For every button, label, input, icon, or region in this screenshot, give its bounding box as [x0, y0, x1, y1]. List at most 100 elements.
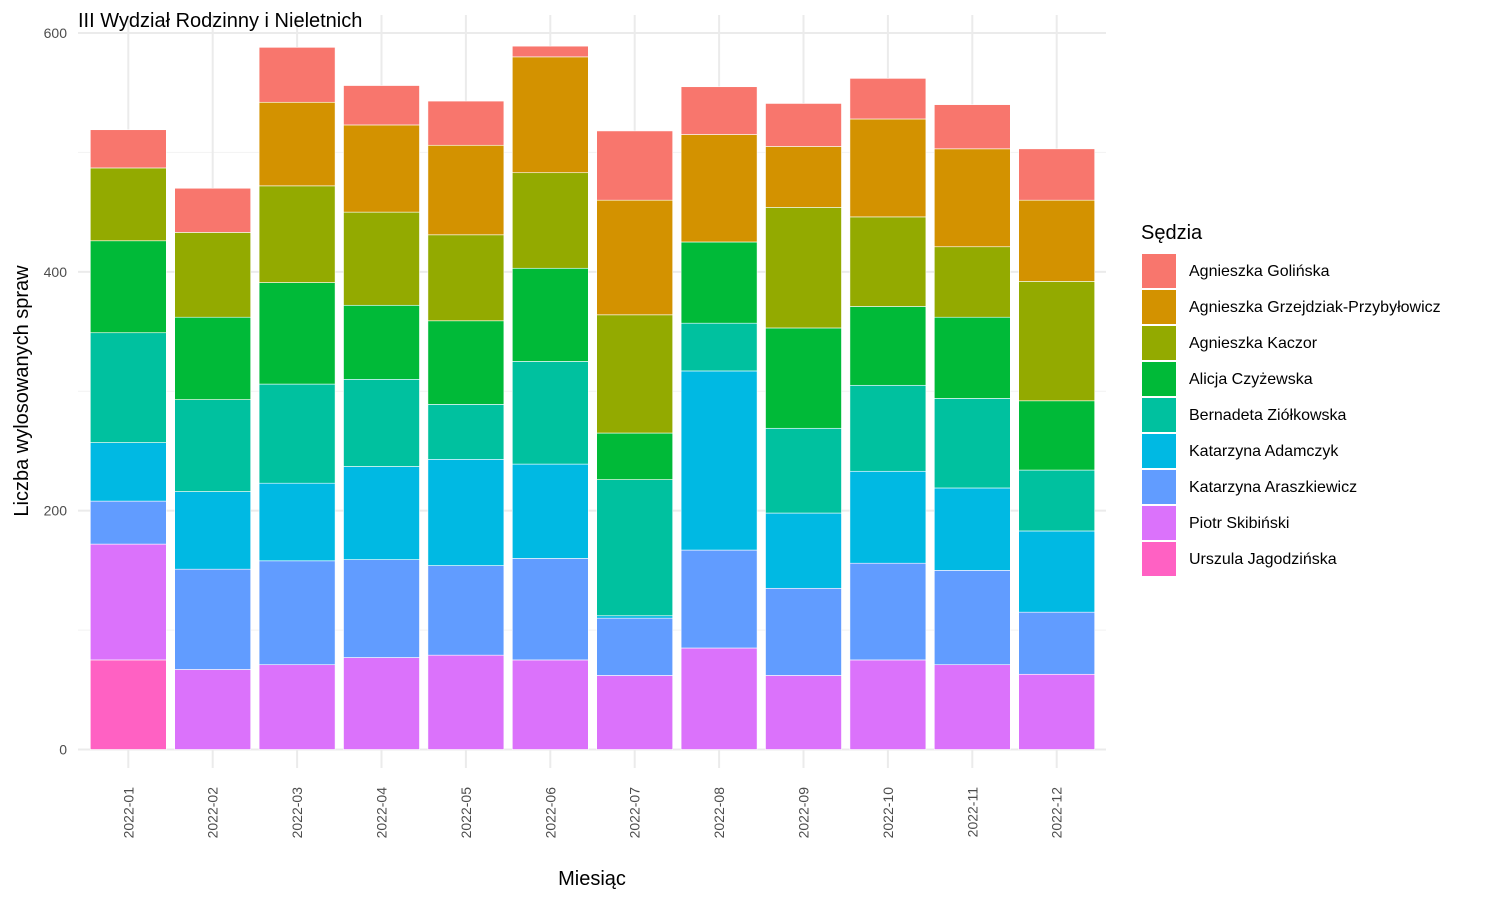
- bar-segment: [849, 470, 927, 564]
- bar-segment: [849, 659, 927, 750]
- y-axis-ticks: 0 200 400 600: [44, 25, 68, 758]
- legend-label: Katarzyna Araszkiewicz: [1189, 479, 1357, 496]
- bar-segment: [933, 104, 1011, 150]
- bar-segment: [680, 241, 758, 324]
- bar-segment: [427, 654, 505, 750]
- bar-segment: [933, 316, 1011, 399]
- bar-segment: [849, 384, 927, 472]
- legend-swatch: [1142, 542, 1176, 576]
- bar-segment: [511, 558, 589, 661]
- legend-swatch: [1142, 506, 1176, 540]
- bar-segment: [90, 129, 167, 169]
- bar-segment: [596, 675, 674, 750]
- bar-segment: [258, 664, 336, 750]
- bars: [90, 45, 1096, 750]
- bar-segment: [258, 383, 336, 484]
- bar-segment: [511, 463, 589, 559]
- x-tick-label: 2022-12: [1049, 787, 1065, 839]
- bar-segment: [680, 370, 758, 551]
- bar-segment: [343, 657, 420, 750]
- bar-segment: [427, 100, 505, 146]
- bar-segment: [511, 267, 589, 362]
- x-tick-label: 2022-08: [711, 787, 727, 839]
- bar-segment: [849, 118, 927, 218]
- bar-segment: [343, 559, 420, 658]
- bar-segment: [1018, 611, 1096, 675]
- bar-segment: [90, 332, 167, 443]
- bar-segment: [596, 199, 674, 316]
- bar-segment: [933, 246, 1011, 318]
- y-tick-label: 0: [59, 742, 67, 758]
- legend-label: Agnieszka Grzejdziak-Przybyłowicz: [1189, 299, 1441, 316]
- bar-segment: [933, 664, 1011, 750]
- bar-segment: [680, 647, 758, 750]
- bar-segment: [511, 172, 589, 269]
- bar-segment: [511, 45, 589, 58]
- bar-segment: [174, 316, 251, 400]
- bar-segment: [343, 379, 420, 467]
- bar-segment: [933, 148, 1011, 248]
- legend-swatch: [1142, 254, 1176, 288]
- bar-segment: [258, 482, 336, 562]
- bar-segment: [1018, 469, 1096, 532]
- legend-label: Alicja Czyżewska: [1189, 371, 1313, 388]
- legend-label: Bernadeta Ziółkowska: [1189, 407, 1347, 424]
- bar-segment: [849, 216, 927, 307]
- bar-segment: [427, 144, 505, 236]
- bar-segment: [1018, 530, 1096, 613]
- bar-segment: [596, 617, 674, 676]
- bar-segment: [174, 669, 251, 750]
- legend: Sędzia Agnieszka Golińska Agnieszka Grzej…: [1141, 222, 1441, 576]
- bar-segment: [765, 146, 842, 208]
- x-tick-label: 2022-05: [458, 787, 474, 839]
- bar-segment: [596, 479, 674, 617]
- y-tick-label: 200: [44, 503, 68, 519]
- bar-segment: [511, 659, 589, 750]
- bar-segment: [174, 399, 251, 492]
- bar-segment: [343, 211, 420, 306]
- bar-segment: [258, 560, 336, 666]
- legend-swatch: [1142, 326, 1176, 360]
- bar-segment: [765, 512, 842, 589]
- legend-label: Piotr Skibiński: [1189, 515, 1289, 532]
- bar-segment: [427, 234, 505, 322]
- x-axis-ticks: 2022-01 2022-02 2022-03 2022-04 2022-05 2022-…: [120, 787, 1064, 839]
- bar-segment: [90, 500, 167, 545]
- bar-segment: [174, 491, 251, 570]
- legend-swatch: [1142, 434, 1176, 468]
- bar-segment: [90, 240, 167, 334]
- bar-segment: [174, 187, 251, 233]
- x-tick-label: 2022-01: [120, 787, 136, 839]
- bar-segment: [849, 562, 927, 661]
- bar-segment: [90, 442, 167, 502]
- bar-segment: [427, 459, 505, 566]
- bar-segment: [765, 587, 842, 676]
- bar-segment: [680, 549, 758, 649]
- y-tick-label: 600: [44, 25, 68, 41]
- y-axis-title: Liczba wylosowanych spraw: [11, 265, 33, 517]
- bar-segment: [1018, 673, 1096, 750]
- legend-label: Urszula Jagodzińska: [1189, 551, 1337, 568]
- bar-segment: [933, 570, 1011, 666]
- bar-segment: [174, 232, 251, 318]
- bar-segment: [511, 56, 589, 174]
- chart-title: III Wydział Rodzinny i Nieletnich: [78, 10, 362, 32]
- x-tick-label: 2022-09: [796, 787, 812, 839]
- bar-segment: [511, 361, 589, 465]
- bar-segment: [427, 565, 505, 656]
- bar-segment: [90, 659, 167, 750]
- legend-label: Agnieszka Golińska: [1189, 263, 1330, 280]
- bar-segment: [427, 320, 505, 405]
- legend-swatch: [1142, 362, 1176, 396]
- bar-segment: [765, 675, 842, 750]
- legend-title: Sędzia: [1141, 222, 1203, 244]
- bar-segment: [427, 404, 505, 460]
- bar-segment: [343, 124, 420, 213]
- bar-segment: [596, 130, 674, 201]
- bar-segment: [258, 101, 336, 187]
- legend-swatch: [1142, 290, 1176, 324]
- bar-segment: [933, 487, 1011, 571]
- bar-segment: [258, 282, 336, 385]
